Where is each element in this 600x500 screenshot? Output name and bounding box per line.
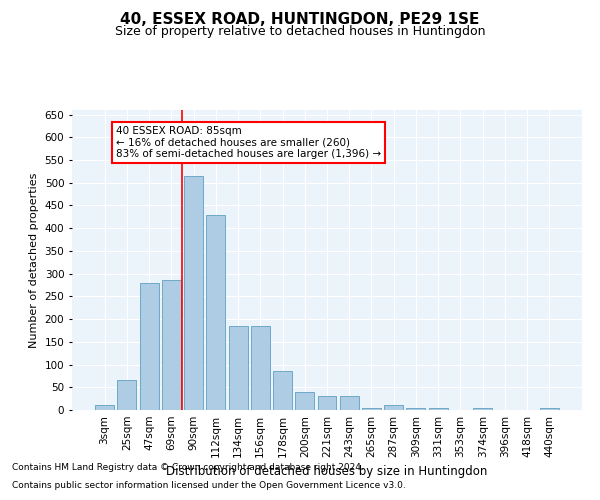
Bar (206, 214, 225, 410)
Text: Contains HM Land Registry data © Crown copyright and database right 2024.: Contains HM Land Registry data © Crown c… (12, 464, 364, 472)
Bar (118, 380, 136, 410)
Bar (295, 392, 314, 410)
Text: 40, ESSEX ROAD, HUNTINGDON, PE29 1SE: 40, ESSEX ROAD, HUNTINGDON, PE29 1SE (121, 12, 479, 28)
Bar (384, 406, 403, 410)
Bar (95, 406, 114, 410)
Bar (251, 326, 270, 410)
Bar (406, 408, 425, 410)
Bar (162, 280, 181, 410)
Bar (473, 408, 492, 410)
Bar (540, 408, 559, 410)
X-axis label: Distribution of detached houses by size in Huntingdon: Distribution of detached houses by size … (166, 466, 488, 478)
Y-axis label: Number of detached properties: Number of detached properties (29, 172, 39, 348)
Bar (340, 396, 359, 410)
Bar (140, 282, 158, 410)
Text: 40 ESSEX ROAD: 85sqm
← 16% of detached houses are smaller (260)
83% of semi-deta: 40 ESSEX ROAD: 85sqm ← 16% of detached h… (116, 126, 381, 159)
Bar (229, 326, 248, 410)
Bar (317, 396, 337, 410)
Bar (362, 408, 381, 410)
Text: Size of property relative to detached houses in Huntingdon: Size of property relative to detached ho… (115, 25, 485, 38)
Text: Contains public sector information licensed under the Open Government Licence v3: Contains public sector information licen… (12, 481, 406, 490)
Bar (429, 408, 448, 410)
Bar (184, 176, 203, 410)
Bar (273, 372, 292, 410)
